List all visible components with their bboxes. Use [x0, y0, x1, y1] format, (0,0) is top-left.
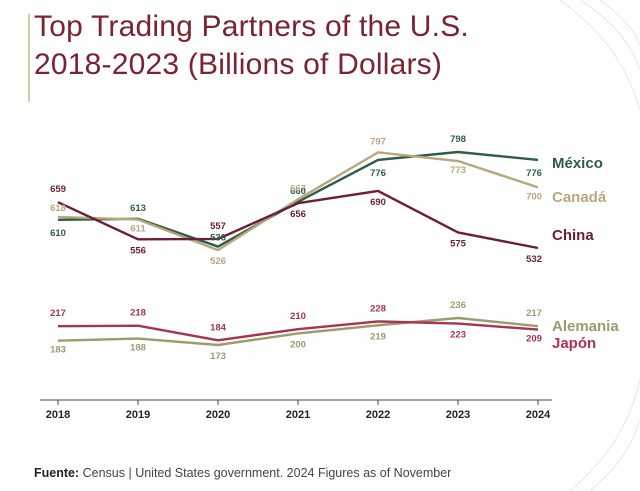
data-label-4-0: 217 — [50, 308, 66, 319]
data-label-3-3: 200 — [290, 339, 306, 350]
series-name-label-1: Canadá — [552, 189, 607, 206]
x-tick-label-2021: 2021 — [286, 409, 310, 421]
data-label-2-1: 556 — [130, 245, 146, 256]
source-note: Fuente: Census | United States governmen… — [34, 466, 451, 480]
data-label-0-1: 613 — [130, 203, 146, 214]
data-label-4-3: 210 — [290, 311, 306, 322]
data-label-1-4: 797 — [370, 136, 386, 147]
data-label-2-5: 575 — [450, 238, 467, 249]
data-label-0-2: 536 — [210, 233, 226, 244]
data-label-3-1: 188 — [130, 343, 146, 354]
data-label-1-1: 611 — [130, 223, 146, 234]
data-label-3-2: 173 — [210, 351, 226, 362]
x-tick-label-2019: 2019 — [126, 409, 150, 421]
data-label-0-5: 798 — [450, 134, 466, 145]
data-label-1-3: 667 — [290, 183, 306, 194]
data-label-1-6: 700 — [526, 191, 542, 202]
data-label-4-6: 209 — [526, 334, 542, 345]
data-label-1-5: 773 — [450, 165, 466, 176]
x-tick-label-2023: 2023 — [446, 409, 470, 421]
data-label-3-5: 236 — [450, 300, 466, 311]
title-accent-bar — [28, 14, 30, 102]
series-name-label-2: China — [552, 227, 594, 244]
data-label-0-0: 610 — [50, 228, 66, 239]
data-label-0-6: 776 — [526, 168, 542, 179]
title-line-2: 2018-2023 (Billions of Dollars) — [34, 48, 443, 81]
x-tick-label-2022: 2022 — [366, 409, 390, 421]
source-label: Fuente: — [34, 466, 80, 480]
data-label-0-3: 660 — [290, 186, 306, 197]
series-line-1 — [57, 151, 539, 252]
data-label-4-5: 223 — [450, 330, 466, 341]
data-label-3-6: 217 — [526, 308, 542, 319]
data-label-2-4: 690 — [370, 197, 386, 208]
series-name-label-3: Alemania — [552, 318, 619, 335]
source-text: Census | United States government. 2024 … — [79, 466, 452, 480]
x-tick-label-2018: 2018 — [46, 409, 70, 421]
title-line-1: Top Trading Partners of the U.S. — [34, 10, 469, 43]
data-label-4-1: 218 — [130, 308, 146, 319]
series-name-label-0: México — [552, 155, 603, 172]
data-label-2-6: 532 — [526, 254, 542, 265]
data-label-2-3: 656 — [290, 209, 306, 220]
chart-title: Top Trading Partners of the U.S. 2018-20… — [34, 8, 469, 84]
data-label-3-0: 183 — [50, 345, 66, 356]
x-tick-label-2024: 2024 — [526, 409, 551, 421]
data-label-2-2: 557 — [210, 221, 226, 232]
data-label-1-0: 618 — [50, 203, 66, 214]
x-tick-label-2020: 2020 — [206, 409, 230, 421]
data-label-2-0: 659 — [50, 184, 66, 195]
data-label-4-2: 184 — [210, 322, 227, 333]
series-name-label-4: Japón — [552, 335, 596, 352]
series-line-3 — [57, 316, 539, 347]
series-line-2 — [57, 189, 539, 250]
data-label-4-4: 228 — [370, 303, 386, 314]
data-label-0-4: 776 — [370, 168, 386, 179]
series-line-4 — [57, 320, 539, 342]
data-label-1-2: 526 — [210, 256, 226, 267]
data-label-3-4: 219 — [370, 331, 386, 342]
